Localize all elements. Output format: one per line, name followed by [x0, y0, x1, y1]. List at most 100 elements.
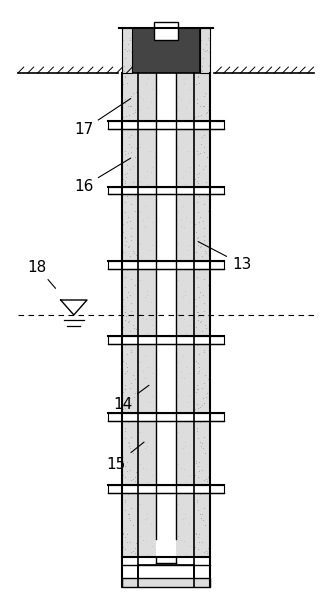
Point — [195, 71, 200, 81]
Point — [149, 264, 154, 274]
Point — [190, 486, 196, 496]
Point — [201, 414, 206, 424]
Point — [180, 443, 186, 452]
Point — [131, 122, 136, 131]
Point — [197, 79, 202, 88]
Point — [121, 121, 126, 131]
Point — [195, 307, 200, 317]
Point — [126, 132, 132, 142]
Point — [125, 212, 130, 221]
Point — [127, 164, 133, 173]
Point — [137, 309, 143, 319]
Point — [205, 206, 210, 215]
Point — [207, 137, 212, 147]
Point — [195, 282, 200, 292]
Point — [196, 358, 201, 367]
Point — [128, 398, 134, 407]
Point — [132, 265, 137, 274]
Point — [142, 292, 148, 302]
Point — [126, 316, 131, 326]
Point — [197, 292, 202, 302]
Point — [123, 112, 128, 121]
Point — [205, 548, 210, 557]
Bar — [194, 413, 210, 485]
Text: 18: 18 — [28, 260, 55, 289]
Point — [134, 325, 139, 334]
Point — [182, 166, 188, 176]
Point — [122, 44, 127, 53]
Point — [144, 339, 150, 349]
Point — [203, 370, 208, 380]
Point — [178, 121, 184, 130]
Point — [137, 357, 142, 367]
Point — [122, 426, 127, 436]
Point — [149, 488, 154, 497]
Point — [187, 217, 193, 227]
Point — [206, 337, 211, 346]
Point — [186, 448, 191, 457]
Point — [195, 149, 200, 159]
Point — [124, 466, 129, 476]
Point — [149, 542, 155, 551]
Point — [125, 148, 130, 158]
Point — [179, 221, 184, 231]
Point — [182, 509, 188, 519]
Point — [128, 298, 134, 308]
Text: 14: 14 — [113, 385, 149, 412]
Point — [121, 529, 126, 539]
Point — [123, 433, 128, 443]
Point — [185, 245, 191, 255]
Point — [140, 463, 146, 473]
Bar — [138, 73, 156, 121]
Point — [198, 437, 203, 447]
Point — [197, 124, 202, 133]
Point — [199, 513, 204, 523]
Bar — [138, 565, 194, 581]
Point — [178, 215, 184, 225]
Point — [200, 443, 205, 453]
Point — [204, 392, 209, 402]
Point — [137, 531, 143, 541]
Point — [195, 233, 200, 242]
Point — [128, 503, 134, 513]
Point — [148, 297, 153, 307]
Bar — [176, 336, 194, 413]
Point — [195, 473, 201, 482]
Point — [129, 413, 134, 422]
Point — [206, 47, 211, 56]
Point — [122, 308, 127, 317]
Point — [201, 413, 207, 422]
Point — [197, 161, 202, 170]
Point — [147, 245, 153, 255]
Bar — [194, 73, 210, 121]
Point — [142, 351, 148, 361]
Point — [195, 316, 201, 325]
Bar — [122, 73, 138, 121]
Point — [203, 546, 208, 556]
Point — [182, 441, 188, 451]
Point — [195, 208, 200, 217]
Point — [128, 61, 133, 70]
Point — [121, 528, 126, 538]
Point — [126, 513, 131, 523]
Point — [201, 274, 207, 284]
Bar — [194, 187, 210, 261]
Point — [199, 110, 204, 119]
Point — [134, 467, 139, 476]
Point — [200, 393, 205, 403]
Point — [121, 457, 126, 466]
Point — [196, 416, 201, 426]
Point — [205, 544, 210, 553]
Point — [134, 88, 139, 97]
Point — [120, 220, 125, 229]
Point — [203, 520, 208, 530]
Point — [187, 368, 193, 377]
Point — [181, 314, 187, 324]
Point — [203, 187, 208, 197]
Point — [122, 188, 127, 197]
Point — [195, 505, 200, 515]
Point — [126, 241, 131, 251]
Point — [125, 402, 130, 412]
Point — [190, 152, 196, 161]
Point — [193, 112, 198, 122]
